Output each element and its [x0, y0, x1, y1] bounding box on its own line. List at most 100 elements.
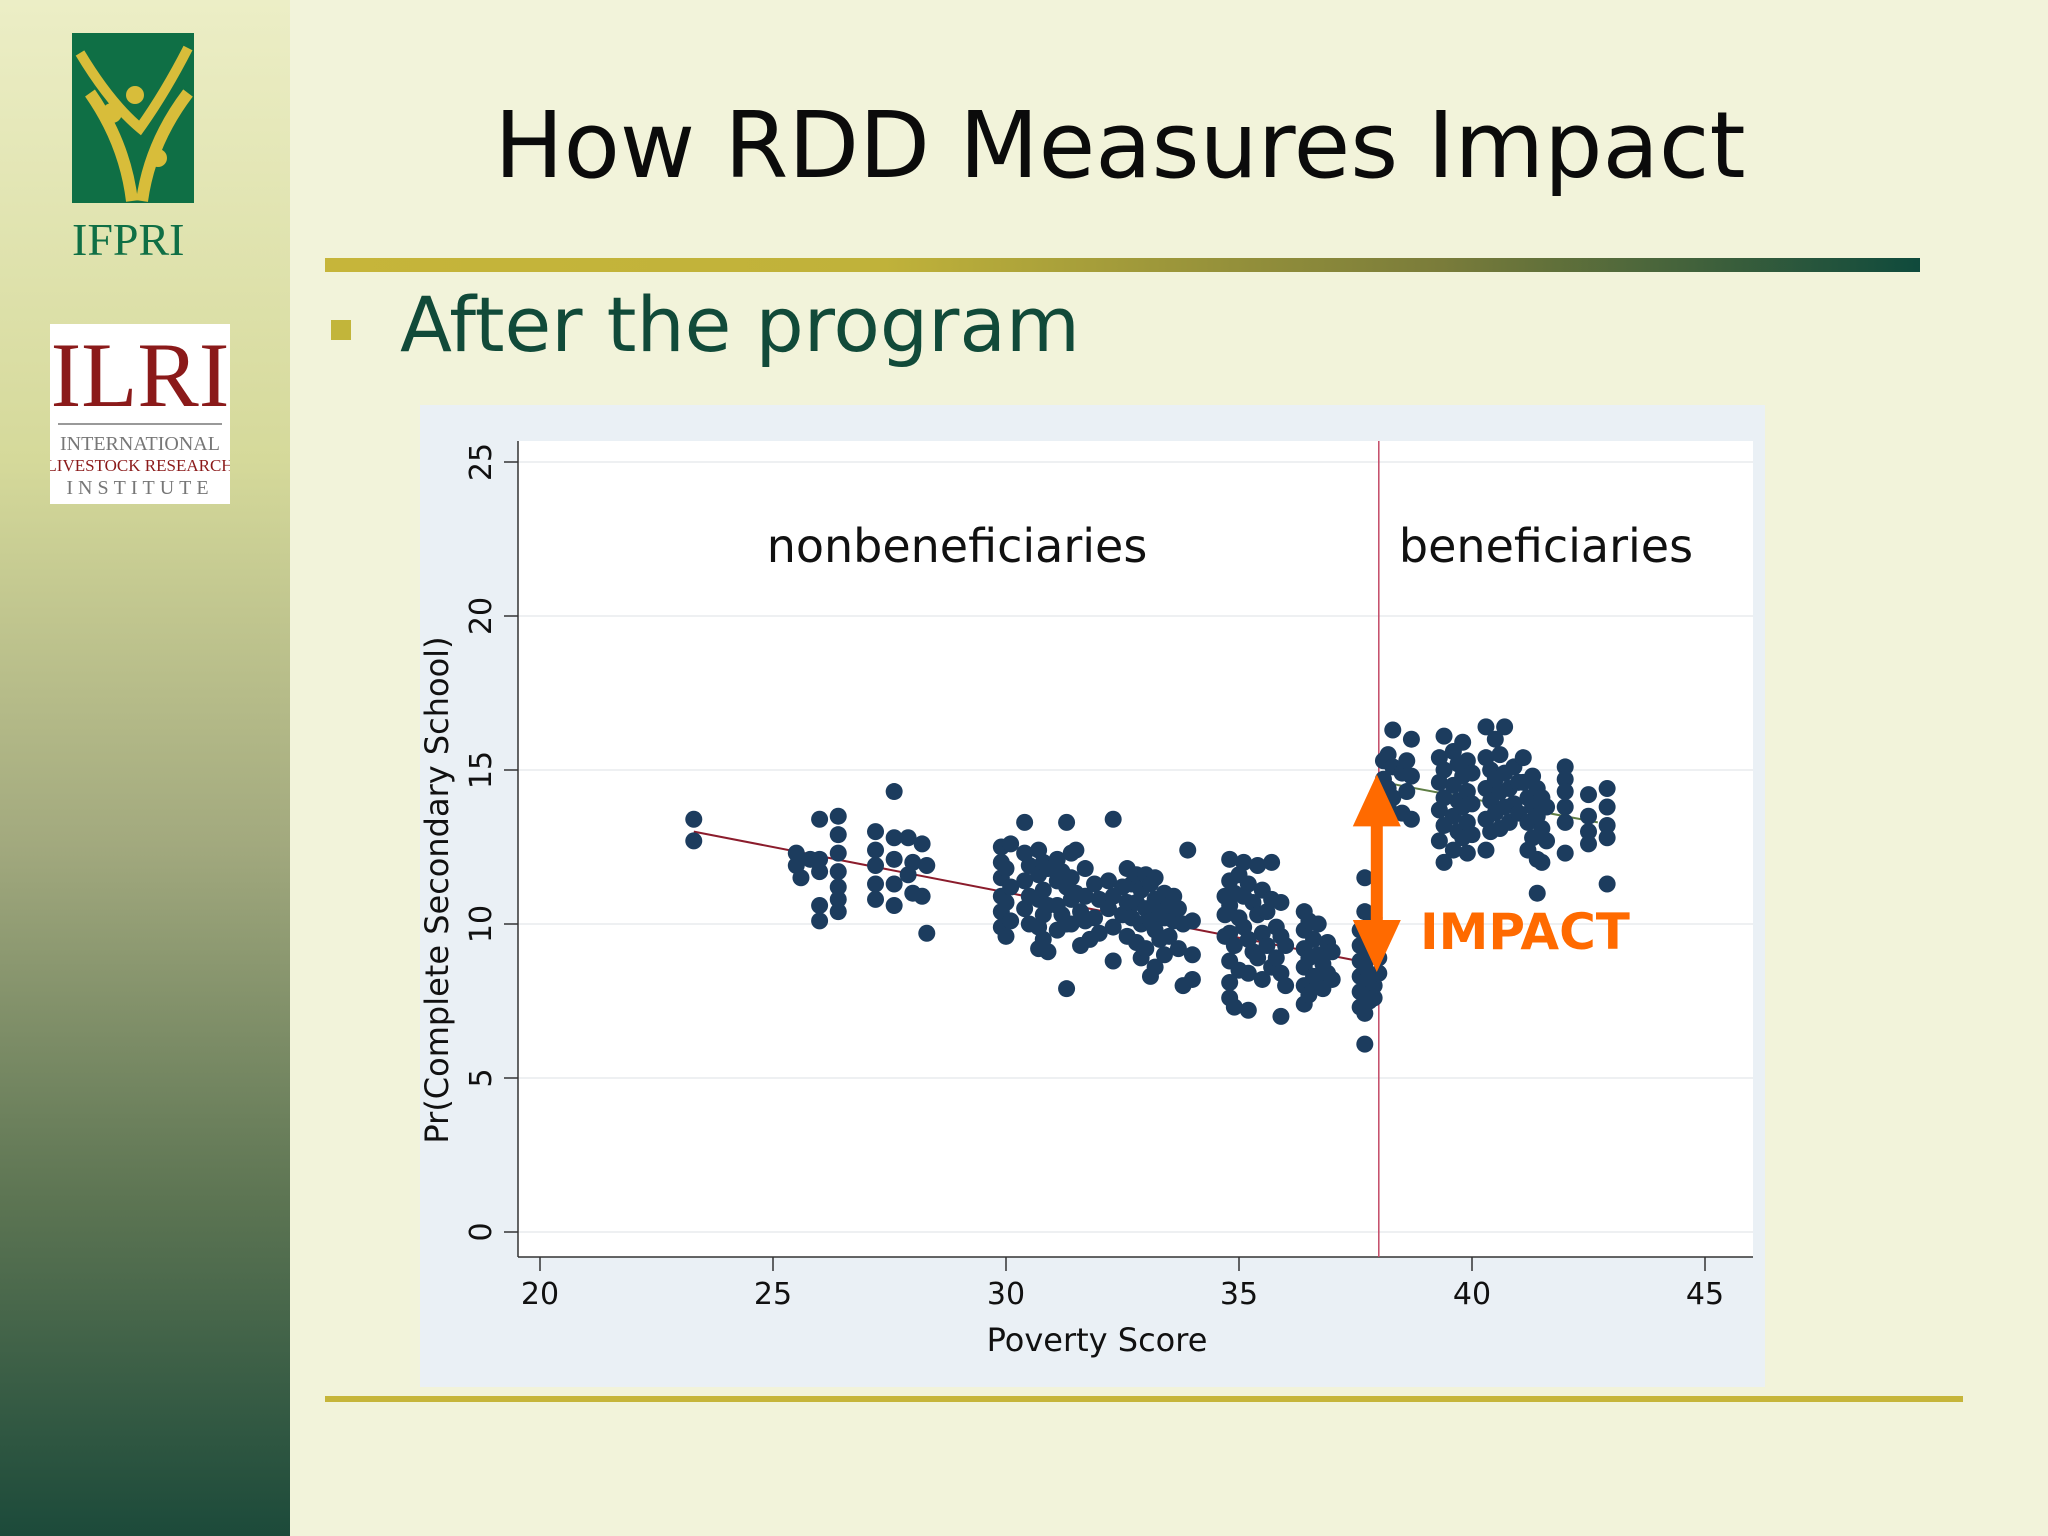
- chart-frame: 0 5 10 15 20 25 20 25 30 35 40 45 Pr(Complete Secon…: [420, 405, 1765, 1387]
- data-point: [997, 860, 1015, 878]
- data-point: [1263, 853, 1281, 871]
- data-point: [1365, 989, 1383, 1007]
- data-point: [1556, 844, 1574, 862]
- data-point: [1239, 875, 1257, 893]
- data-point: [1323, 943, 1341, 961]
- y-tick-label: 5: [464, 1068, 499, 1087]
- data-point: [1249, 856, 1267, 874]
- data-point: [867, 823, 885, 841]
- data-point: [885, 897, 903, 915]
- point-layer: [685, 718, 1616, 1053]
- data-point: [1514, 749, 1532, 767]
- data-point: [1058, 980, 1076, 998]
- data-point: [685, 810, 703, 828]
- data-point: [1435, 853, 1453, 871]
- data-point: [1463, 826, 1481, 844]
- data-point: [1002, 878, 1020, 896]
- data-point: [1002, 912, 1020, 930]
- data-point: [1183, 946, 1201, 964]
- data-point: [1239, 1001, 1257, 1019]
- data-point: [1090, 924, 1108, 942]
- ilri-line3: INSTITUTE: [66, 477, 213, 499]
- data-point: [997, 893, 1015, 911]
- data-point: [1169, 900, 1187, 918]
- label-beneficiaries: beneficiaries: [1399, 519, 1693, 573]
- data-point: [1598, 798, 1616, 816]
- data-point: [1169, 940, 1187, 958]
- data-point: [829, 807, 847, 825]
- data-point: [885, 829, 903, 847]
- data-point: [885, 875, 903, 893]
- data-point: [1258, 937, 1276, 955]
- data-point: [1146, 958, 1164, 976]
- data-point: [1435, 761, 1453, 779]
- data-point: [867, 890, 885, 908]
- data-point: [829, 863, 847, 881]
- data-point: [1086, 909, 1104, 927]
- data-point: [1370, 964, 1388, 982]
- data-point: [1277, 937, 1295, 955]
- y-tick-label: 10: [464, 905, 499, 943]
- data-point: [1062, 915, 1080, 933]
- data-point: [829, 903, 847, 921]
- data-point: [1458, 844, 1476, 862]
- data-point: [1491, 746, 1509, 764]
- axis-layer: 0 5 10 15 20 25 20 25 30 35 40 45: [464, 441, 1753, 1312]
- data-point: [1016, 872, 1034, 890]
- data-point: [1253, 970, 1271, 988]
- x-tick-label: 25: [754, 1277, 792, 1312]
- bullet-marker: [331, 320, 351, 340]
- bullet-text: After the program: [400, 280, 1080, 369]
- data-point: [1538, 798, 1556, 816]
- data-point: [811, 912, 829, 930]
- data-point: [829, 826, 847, 844]
- data-point: [1016, 813, 1034, 831]
- data-point: [1076, 887, 1094, 905]
- data-point: [1039, 943, 1057, 961]
- data-point: [1556, 770, 1574, 788]
- x-tick-label: 20: [521, 1277, 559, 1312]
- data-point: [829, 890, 847, 908]
- bottom-divider: [325, 1396, 1963, 1402]
- data-point: [1486, 730, 1504, 748]
- data-point: [1384, 721, 1402, 739]
- annotation-layer: [1352, 774, 1401, 973]
- ilri-logo-text: ILRI: [51, 324, 230, 426]
- data-point: [1323, 970, 1341, 988]
- data-point: [792, 869, 810, 887]
- data-point: [867, 841, 885, 859]
- data-point: [1477, 718, 1495, 736]
- data-point: [1225, 937, 1243, 955]
- data-point: [1556, 758, 1574, 776]
- data-point: [1556, 783, 1574, 801]
- data-point: [811, 850, 829, 868]
- data-point: [1598, 816, 1616, 834]
- data-point: [1235, 853, 1253, 871]
- data-point: [1356, 869, 1374, 887]
- data-point: [1454, 733, 1472, 751]
- data-point: [1100, 872, 1118, 890]
- data-point: [1580, 823, 1597, 841]
- data-point: [829, 844, 847, 862]
- data-point: [811, 863, 829, 881]
- impact-arrow-head-down: [1352, 920, 1401, 973]
- data-point: [1580, 835, 1597, 853]
- data-point: [1402, 730, 1420, 748]
- x-tick-label: 35: [1220, 1277, 1258, 1312]
- sidebar-band: IFPRI ILRI INTERNATIONAL LIVESTOCK RESEA…: [0, 0, 290, 1536]
- impact-arrow-head-up: [1352, 774, 1401, 827]
- data-point: [1598, 875, 1616, 893]
- data-point: [1580, 807, 1597, 825]
- data-point: [885, 783, 903, 801]
- y-tick-label: 20: [464, 597, 499, 635]
- data-point: [811, 897, 829, 915]
- data-point: [1155, 946, 1173, 964]
- data-point: [1160, 927, 1178, 945]
- data-point: [1249, 949, 1267, 967]
- y-tick-label: 0: [464, 1222, 499, 1241]
- x-tick-label: 45: [1686, 1277, 1724, 1312]
- data-point: [1272, 893, 1290, 911]
- data-point: [1062, 869, 1080, 887]
- label-impact: IMPACT: [1420, 903, 1630, 961]
- data-point: [1221, 850, 1239, 868]
